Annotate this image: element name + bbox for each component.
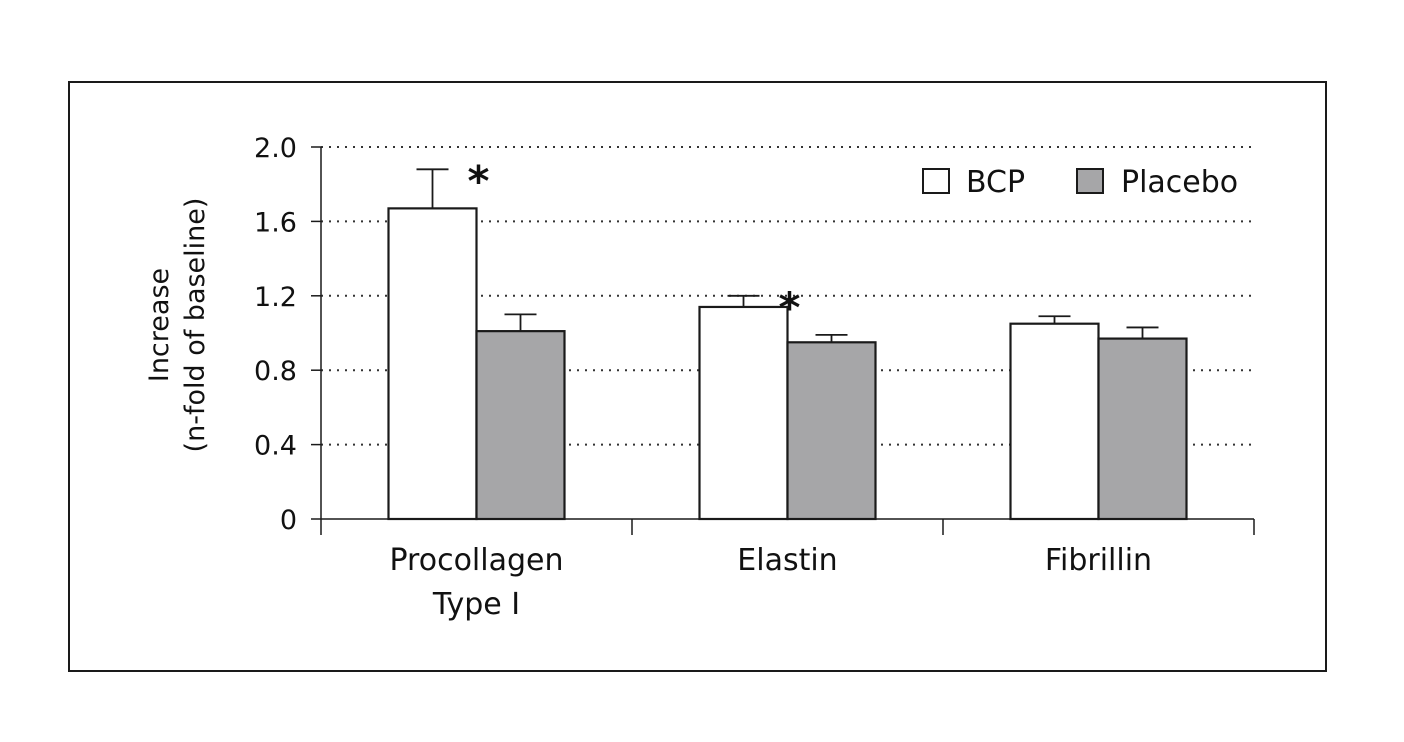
category-label: Type I <box>432 587 520 622</box>
y-tick-label: 2.0 <box>254 133 297 164</box>
bar-placebo <box>786 341 877 521</box>
significance-mark: * <box>779 283 801 332</box>
y-tick-label: 0.8 <box>254 356 297 387</box>
bar-placebo <box>1097 337 1188 521</box>
category-label: Procollagen <box>389 543 563 578</box>
legend-label: Placebo <box>1121 165 1238 200</box>
y-axis-title: Increase <box>144 268 175 382</box>
legend-swatch-placebo <box>1076 168 1104 194</box>
category-label: Elastin <box>737 543 837 578</box>
legend-label: BCP <box>966 165 1025 200</box>
legend-swatch-bcp <box>922 168 950 194</box>
bar-bcp <box>698 305 789 521</box>
bar-bcp <box>1009 322 1100 521</box>
y-axis-title: (n-fold of baseline) <box>180 198 211 453</box>
category-label: Fibrillin <box>1045 543 1152 578</box>
y-tick-label: 0.4 <box>254 431 297 462</box>
y-tick-label: 1.6 <box>254 207 297 238</box>
y-tick-label: 0 <box>280 505 297 536</box>
bar-placebo <box>475 330 566 521</box>
y-tick-label: 1.2 <box>254 282 297 313</box>
bar-bcp <box>387 207 478 521</box>
significance-mark: * <box>468 156 490 205</box>
